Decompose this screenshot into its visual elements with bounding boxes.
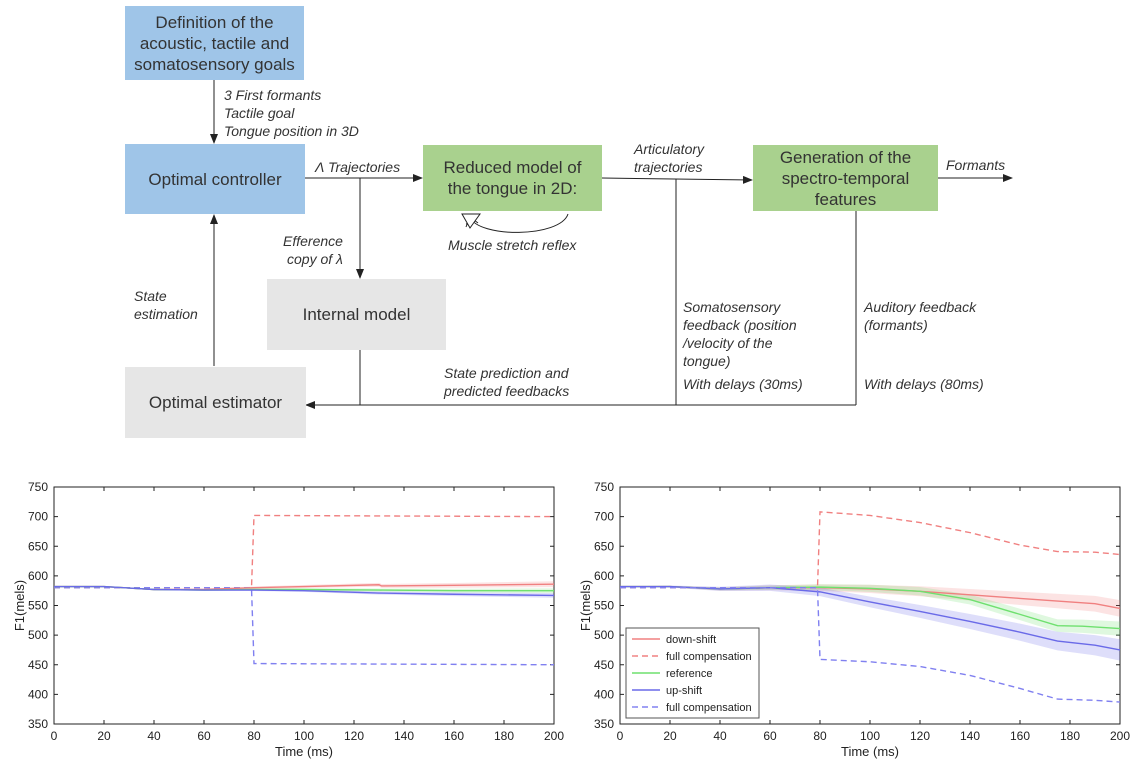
- x-tick-label: 200: [1110, 729, 1130, 743]
- muscle-stretch-label: Muscle stretch reflex: [448, 237, 577, 253]
- x-tick-label: 80: [247, 729, 261, 743]
- state-estimation-label: State estimation: [134, 288, 198, 322]
- y-tick-label: 450: [594, 658, 614, 672]
- y-tick-label: 550: [28, 599, 48, 613]
- series-line-4: [620, 587, 1121, 703]
- internal-model-label: Internal model: [302, 305, 411, 324]
- x-tick-label: 20: [97, 729, 111, 743]
- formants-label: Formants: [946, 157, 1006, 173]
- series-band-2: [54, 581, 554, 591]
- plot-area: [53, 486, 555, 725]
- arrow-tongue-to-generation: [601, 175, 753, 184]
- x-axis-label: Time (ms): [841, 744, 899, 759]
- articulatory-trajectories-label: Articulatory trajectories: [634, 141, 705, 175]
- x-tick-label: 100: [860, 729, 880, 743]
- internal-model-box: Internal model: [267, 279, 446, 350]
- series-band-3: [620, 584, 1120, 661]
- x-tick-label: 40: [713, 729, 727, 743]
- x-tick-label: 140: [394, 729, 414, 743]
- auditory-feedback-label: Auditory feedback (formants): [864, 299, 977, 333]
- goals-box: Definition of the acoustic, tactile and …: [125, 6, 304, 80]
- x-tick-label: 180: [1060, 729, 1080, 743]
- x-tick-label: 160: [444, 729, 464, 743]
- lambda-trajectories-label: Λ Trajectories: [315, 159, 401, 175]
- x-tick-label: 100: [294, 729, 314, 743]
- series-line-0: [54, 514, 555, 589]
- x-axis-label: Time (ms): [275, 744, 333, 759]
- y-tick-label: 600: [28, 569, 48, 583]
- legend-entry: up-shift: [666, 685, 702, 697]
- legend-entry: full compensation: [666, 702, 752, 714]
- optimal-controller-label: Optimal controller: [148, 169, 282, 189]
- y-tick-label: 700: [594, 510, 614, 524]
- state-prediction-label: State prediction and predicted feedbacks: [444, 365, 570, 399]
- y-axis-label: F1(mels): [12, 580, 27, 631]
- x-tick-label: 180: [494, 729, 514, 743]
- x-tick-label: 40: [147, 729, 161, 743]
- series-line-1: [620, 511, 1121, 589]
- muscle-loop-arrowhead: [461, 213, 481, 229]
- x-tick-label: 0: [617, 729, 624, 743]
- y-tick-label: 650: [28, 539, 48, 553]
- series-line-3: [620, 585, 1121, 651]
- y-tick-label: 400: [594, 687, 614, 701]
- y-tick-label: 450: [28, 658, 48, 672]
- optimal-estimator-box: Optimal estimator: [125, 367, 306, 438]
- chart-left: 0 20 40 60 80 100 120 140 160 180 200 350 400 450 500 5…: [12, 480, 564, 759]
- y-tick-label: 500: [28, 628, 48, 642]
- series-band-4: [54, 586, 554, 598]
- generation-label: Generation of the spectro-temporal featu…: [779, 147, 912, 209]
- y-tick-label: 700: [28, 510, 48, 524]
- y-axis-label: F1(mels): [578, 580, 593, 631]
- y-tick-label: 400: [28, 687, 48, 701]
- x-tick-label: 20: [663, 729, 677, 743]
- series-line-4: [54, 585, 555, 597]
- x-tick-label: 140: [960, 729, 980, 743]
- y-tick-label: 650: [594, 539, 614, 553]
- chart-right: 0 20 40 60 80 100 120 140 160 180 200 350 400 450 500 5…: [578, 480, 1130, 759]
- x-tick-label: 160: [1010, 729, 1030, 743]
- y-tick-label: 350: [28, 717, 48, 731]
- y-tick-label: 750: [594, 480, 614, 494]
- legend-entry: full compensation: [666, 651, 752, 663]
- legend-entry: reference: [666, 668, 712, 680]
- y-tick-label: 500: [594, 628, 614, 642]
- goals-box-label: Definition of the acoustic, tactile and …: [134, 12, 295, 74]
- optimal-controller-box: Optimal controller: [125, 144, 305, 214]
- x-tick-label: 60: [763, 729, 777, 743]
- series-band-0: [620, 584, 1120, 617]
- delay-80ms-label: With delays (80ms): [864, 376, 984, 392]
- generation-box: Generation of the spectro-temporal featu…: [753, 145, 938, 211]
- tongue-model-box: Reduced model of the tongue in 2D:: [423, 145, 602, 211]
- y-tick-label: 750: [28, 480, 48, 494]
- x-tick-label: 120: [344, 729, 364, 743]
- efference-copy-label: Efference copy of λ: [283, 233, 343, 267]
- muscle-stretch-loop: [469, 213, 569, 233]
- x-tick-label: 80: [813, 729, 827, 743]
- y-tick-label: 600: [594, 569, 614, 583]
- optimal-estimator-label: Optimal estimator: [148, 393, 283, 412]
- series-line-1: [54, 587, 555, 666]
- series-band-2: [620, 584, 1120, 636]
- somatosensory-feedback-label: Somatosensory feedback (position /veloci…: [683, 299, 797, 369]
- diagram-connectors: [210, 80, 1013, 409]
- y-tick-label: 550: [594, 599, 614, 613]
- x-tick-label: 0: [51, 729, 58, 743]
- delay-30ms-label: With delays (30ms): [683, 376, 803, 392]
- x-tick-label: 200: [544, 729, 564, 743]
- y-tick-label: 350: [594, 717, 614, 731]
- goals-output-label: 3 First formants Tactile goal Tongue pos…: [224, 87, 359, 139]
- legend-entry: down-shift: [666, 634, 716, 646]
- x-tick-label: 120: [910, 729, 930, 743]
- x-tick-label: 60: [197, 729, 211, 743]
- tongue-model-label: Reduced model of the tongue in 2D:: [443, 158, 582, 198]
